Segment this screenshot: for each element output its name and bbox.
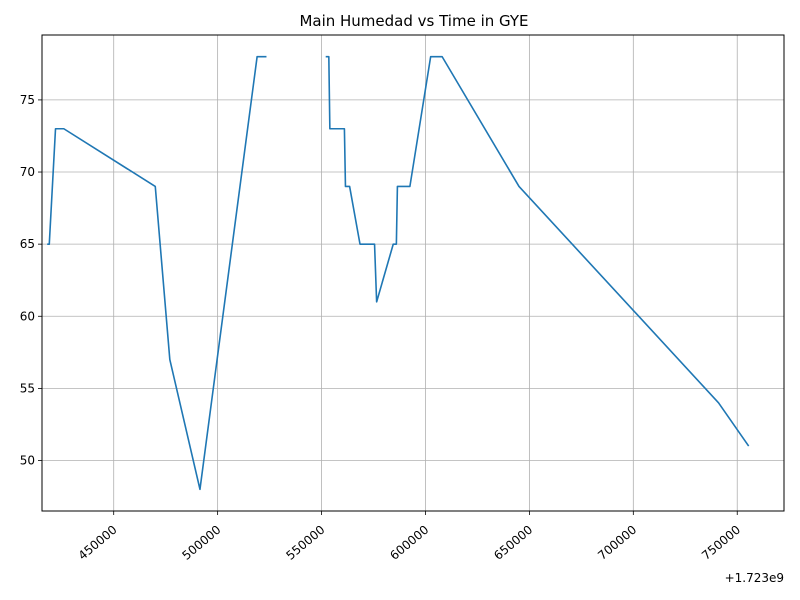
y-tick-label: 55 — [20, 381, 35, 395]
grid-lines — [42, 35, 784, 511]
chart-title: Main Humedad vs Time in GYE — [299, 12, 528, 30]
y-tick-label: 65 — [20, 237, 35, 251]
plot-frame — [41, 34, 785, 512]
y-tick-label: 70 — [20, 165, 35, 179]
y-tick-label: 75 — [20, 93, 35, 107]
series-line-segment — [47, 55, 267, 491]
x-axis-offset-label: +1.723e9 — [725, 571, 784, 585]
series-lines — [47, 55, 750, 491]
y-tick-label: 50 — [20, 454, 35, 468]
y-tick-label: 60 — [20, 309, 35, 323]
y-axis-ticks: 50 55 60 65 70 75 — [20, 93, 42, 468]
series-line-segment — [325, 55, 750, 447]
